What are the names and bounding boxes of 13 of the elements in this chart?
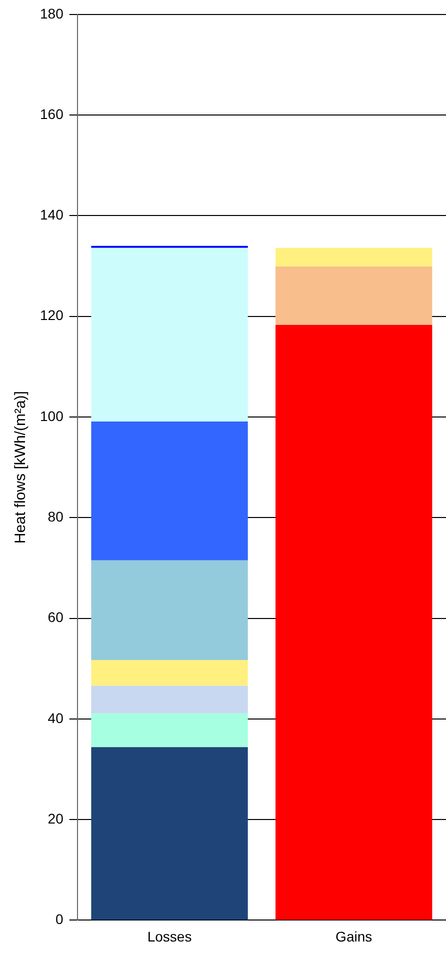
x-tick-label: Gains [336,928,372,944]
y-tick-label: 160 [40,106,64,122]
x-tick-label: Losses [147,928,192,944]
y-tick-label: 180 [40,5,64,22]
y-tick-label: 100 [40,408,64,424]
y-tick-label: 60 [48,609,64,626]
y-tick-label: 80 [48,508,64,524]
y-axis-title: Heat flows [kWh/(m²a)] [12,391,30,544]
y-tick-label: 140 [40,206,64,223]
y-tick-label: 40 [48,710,64,726]
y-tick-label: 120 [40,307,64,324]
y-tick-label: 0 [56,911,64,928]
y-tick-label: 20 [48,810,64,826]
